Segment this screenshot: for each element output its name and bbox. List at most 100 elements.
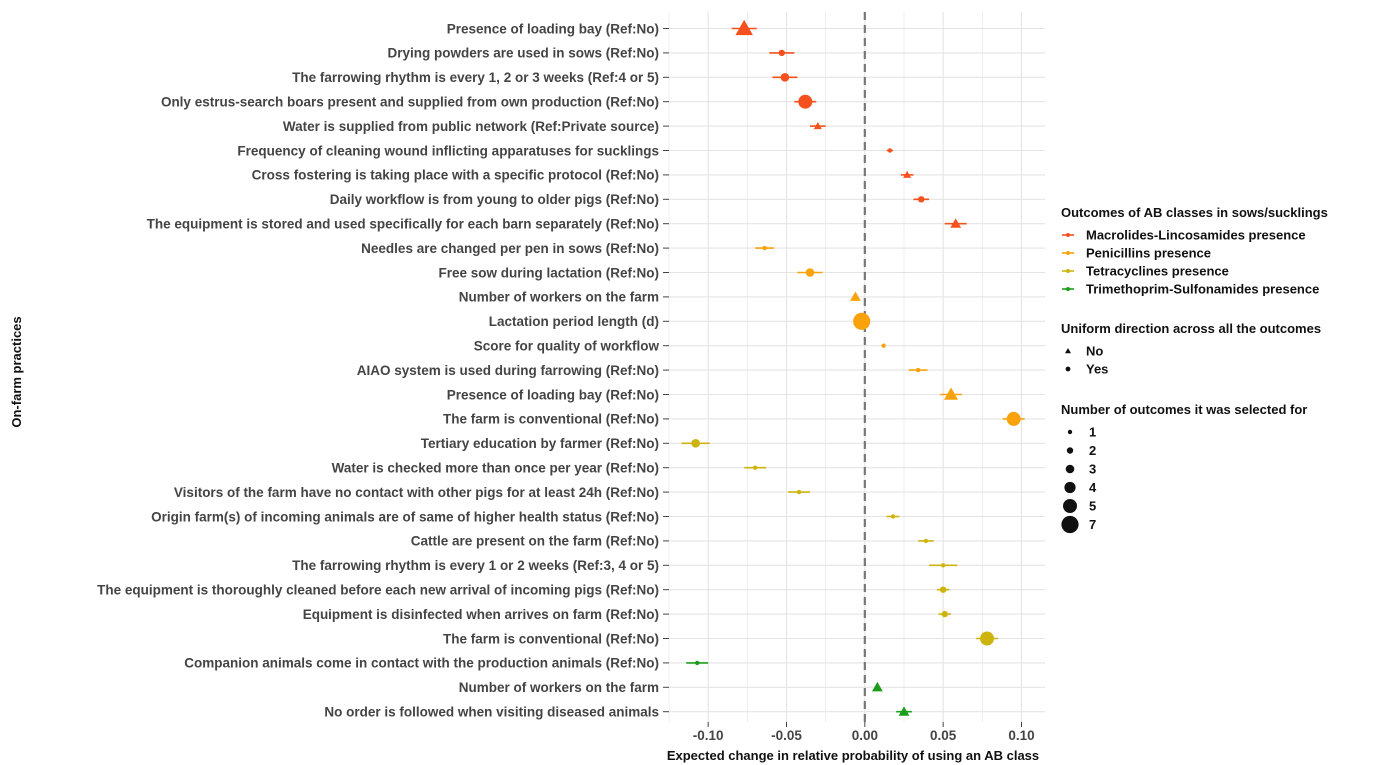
y-tick-label: Daily workflow is from young to older pi… <box>330 192 659 207</box>
legend-label: 7 <box>1089 517 1096 532</box>
color-legend-item: Tetracyclines presence <box>1062 264 1229 279</box>
size-legend-item: 1 <box>1067 425 1096 440</box>
y-tick-label: Needles are changed per pen in sows (Ref… <box>361 241 659 256</box>
x-axis-title: Expected change in relative probability … <box>667 748 1039 763</box>
legend: Outcomes of AB classes in sows/sucklings… <box>1061 205 1328 534</box>
legend-key-point <box>1066 269 1070 273</box>
y-tick-label: Equipment is disinfected when arrives on… <box>303 607 659 622</box>
legend-key-shape <box>1065 366 1071 372</box>
legend-key-size <box>1067 429 1073 435</box>
legend-label: 4 <box>1089 480 1097 495</box>
y-tick-label: Lactation period length (d) <box>489 314 659 329</box>
data-point <box>887 148 893 153</box>
data-point <box>918 196 925 203</box>
y-tick-label: Visitors of the farm have no contact wit… <box>174 485 659 500</box>
legend-key-point <box>1066 251 1070 255</box>
data-point <box>853 312 871 330</box>
y-tick-label: Origin farm(s) of incoming animals are o… <box>151 509 659 524</box>
legend-key-point <box>1066 233 1070 237</box>
y-tick-label: The equipment is thoroughly cleaned befo… <box>97 583 659 598</box>
y-tick-label: Water is checked more than once per year… <box>332 461 659 476</box>
legend-label: 2 <box>1089 443 1096 458</box>
data-point <box>798 94 813 109</box>
color-legend-item: Penicillins presence <box>1062 246 1211 261</box>
legend-label: No <box>1086 344 1103 359</box>
y-tick-label: Tertiary education by farmer (Ref:No) <box>421 436 659 451</box>
size-legend-title: Number of outcomes it was selected for <box>1061 402 1307 417</box>
y-tick-label: The farm is conventional (Ref:No) <box>443 412 659 427</box>
legend-label: Macrolides-Lincosamides presence <box>1086 228 1306 243</box>
x-tick-label: 0.00 <box>852 728 878 743</box>
legend-key-size <box>1064 481 1076 494</box>
y-tick-label: Presence of loading bay (Ref:No) <box>447 21 659 36</box>
data-point <box>780 73 790 82</box>
data-point <box>691 439 700 448</box>
data-point <box>881 343 886 348</box>
size-legend-item: 7 <box>1061 515 1096 534</box>
legend-label: 3 <box>1089 462 1096 477</box>
color-legend-item: Trimethoprim-Sulfonamides presence <box>1062 282 1319 297</box>
data-point <box>890 514 896 519</box>
legend-key-shape <box>1065 348 1071 354</box>
size-legend-item: 4 <box>1064 480 1097 495</box>
y-tick-label: Frequency of cleaning wound inflicting a… <box>237 143 659 158</box>
y-axis-title: On-farm practices <box>9 316 24 427</box>
y-tick-label: Presence of loading bay (Ref:No) <box>447 387 659 402</box>
legend-label: Yes <box>1086 362 1108 377</box>
legend-label: 5 <box>1089 499 1096 514</box>
size-legend-item: 3 <box>1065 462 1096 477</box>
y-tick-label: Cross fostering is taking place with a s… <box>252 168 659 183</box>
y-tick-label: The farrowing rhythm is every 1, 2 or 3 … <box>292 70 659 85</box>
y-tick-label: The equipment is stored and used specifi… <box>147 217 659 232</box>
legend-key-size <box>1061 515 1079 534</box>
x-tick-label: 0.05 <box>930 728 957 743</box>
data-point <box>941 610 948 618</box>
x-tick-label: 0.10 <box>1008 728 1034 743</box>
size-legend-item: 5 <box>1063 499 1096 514</box>
data-point <box>898 706 910 716</box>
x-tick-label: -0.05 <box>771 728 802 743</box>
data-point <box>778 49 785 57</box>
data-point <box>950 218 962 228</box>
legend-label: Tetracyclines presence <box>1086 264 1229 279</box>
data-point <box>944 387 958 400</box>
y-tick-label: Free sow during lactation (Ref:No) <box>438 265 659 280</box>
x-tick-label: -0.10 <box>693 728 724 743</box>
plot-panel <box>669 12 1045 722</box>
legend-key-point <box>1066 287 1070 291</box>
data-point <box>903 170 912 178</box>
legend-key-size <box>1063 499 1077 513</box>
color-legend-title: Outcomes of AB classes in sows/sucklings <box>1061 205 1328 220</box>
legend-label: Penicillins presence <box>1086 246 1211 261</box>
y-tick-label: Companion animals come in contact with t… <box>184 656 659 671</box>
y-tick-label: The farrowing rhythm is every 1 or 2 wee… <box>292 558 659 573</box>
data-point <box>923 538 929 544</box>
y-tick-label: Water is supplied from public network (R… <box>283 119 659 134</box>
data-point <box>762 245 767 251</box>
y-tick-label: Number of workers on the farm <box>459 290 659 305</box>
data-point <box>940 563 946 568</box>
legend-key-size <box>1065 464 1075 474</box>
data-point <box>850 291 861 301</box>
y-tick-label: AIAO system is used during farrowing (Re… <box>357 363 659 378</box>
y-tick-label: The farm is conventional (Ref:No) <box>443 631 659 646</box>
data-point <box>915 367 921 373</box>
legend-key-size <box>1066 447 1074 454</box>
y-tick-labels: Presence of loading bay (Ref:No) Drying p… <box>97 21 669 720</box>
y-tick-label: Only estrus-search boars present and sup… <box>161 95 659 110</box>
y-tick-label: Drying powders are used in sows (Ref:No) <box>387 46 659 61</box>
size-legend-item: 2 <box>1066 443 1096 458</box>
color-legend-item: Macrolides-Lincosamides presence <box>1062 228 1306 243</box>
y-tick-label: Score for quality of workflow <box>474 339 660 354</box>
data-point <box>980 631 995 646</box>
data-point <box>752 465 758 470</box>
data-point <box>813 122 822 130</box>
y-tick-label: Cattle are present on the farm (Ref:No) <box>411 534 659 549</box>
data-point <box>1006 411 1021 426</box>
shape-legend-title: Uniform direction across all the outcome… <box>1061 321 1321 336</box>
data-point <box>695 660 700 666</box>
data-point <box>735 19 753 36</box>
shape-legend-item: Yes <box>1065 362 1108 377</box>
y-tick-label: No order is followed when visiting disea… <box>324 705 659 720</box>
